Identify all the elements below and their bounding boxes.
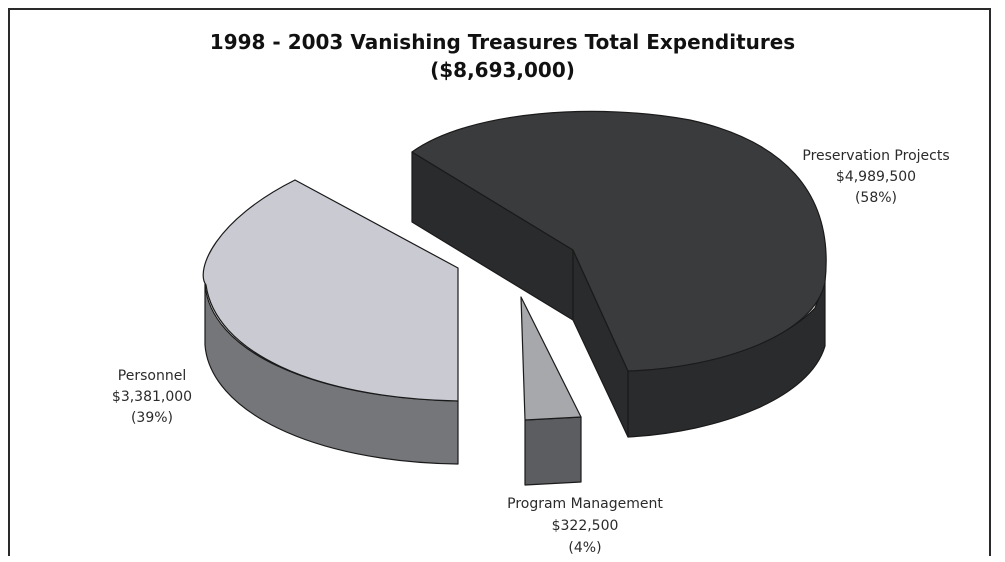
slice-personnel	[202, 179, 459, 465]
label-personnel-percent: (39%)	[131, 410, 173, 426]
label-program-management-name: Program Management	[507, 496, 663, 512]
slice-program-management-top	[520, 296, 582, 421]
label-preservation-projects-percent: (58%)	[855, 190, 897, 206]
chart-subtitle: ($8,693,000)	[430, 58, 575, 82]
slice-personnel-top	[202, 179, 459, 402]
label-program-management-percent: (4%)	[568, 540, 601, 556]
label-personnel-name: Personnel	[118, 368, 186, 384]
slice-program-management-side	[524, 416, 582, 486]
label-personnel-value: $3,381,000	[112, 389, 192, 405]
label-program-management-value: $322,500	[552, 518, 619, 534]
chart-title: 1998 - 2003 Vanishing Treasures Total Ex…	[209, 30, 796, 54]
chart-frame	[8, 8, 991, 556]
slice-preservation-projects-top	[411, 110, 827, 372]
slice-personnel-side	[204, 283, 459, 465]
label-preservation-projects-value: $4,989,500	[836, 169, 916, 185]
slice-preservation-projects	[411, 110, 827, 438]
slice-program-management	[520, 296, 582, 486]
label-preservation-projects-name: Preservation Projects	[802, 148, 949, 164]
